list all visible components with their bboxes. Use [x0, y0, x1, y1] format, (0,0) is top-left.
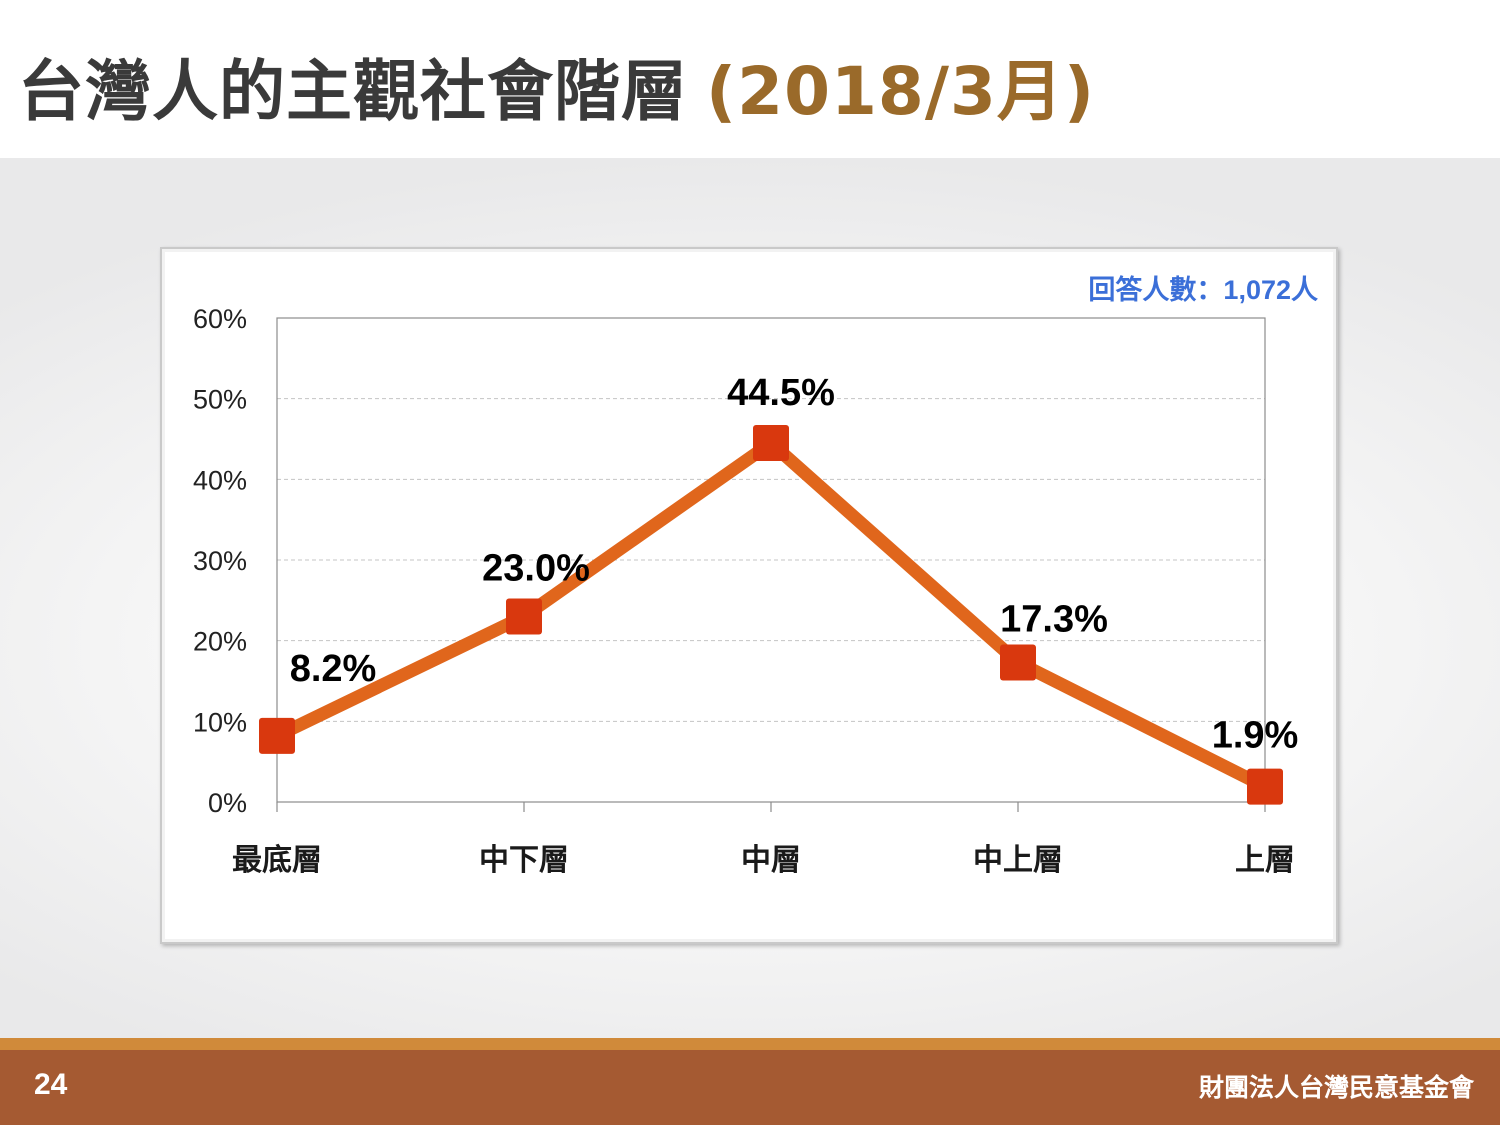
x-tick-label: 中層	[741, 843, 801, 878]
y-tick-label: 40%	[193, 465, 247, 495]
y-tick-label: 30%	[193, 546, 247, 576]
data-point-marker	[506, 598, 542, 635]
series-line	[274, 436, 1268, 793]
data-label: 1.9%	[1212, 715, 1299, 757]
chart-frame: 回答人數：1,072人 0% 10% 20% 30% 40% 50% 60% 最底層 中下層 中層…	[160, 247, 1338, 944]
page-title-date: (2018/3月)	[706, 53, 1096, 130]
data-point-marker	[1247, 768, 1283, 805]
page-number: 24	[34, 1068, 68, 1101]
axes: 0% 10% 20% 30% 40% 50% 60% 最底層 中下層 中層 中上層 上層	[193, 304, 1295, 878]
x-tick-label: 中上層	[973, 843, 1063, 878]
y-tick-label: 20%	[193, 627, 247, 657]
x-tick-label: 中下層	[479, 843, 569, 878]
gridlines	[277, 398, 1265, 722]
title-bar: 台灣人的主觀社會階層 (2018/3月)	[0, 0, 1500, 158]
organization-name: 財團法人台灣民意基金會	[1198, 1073, 1474, 1102]
data-label: 8.2%	[290, 648, 377, 690]
footer-stripe	[0, 1038, 1500, 1050]
page-title: 台灣人的主觀社會階層 (2018/3月)	[18, 38, 1095, 134]
x-tick-label: 最底層	[232, 843, 322, 878]
y-tick-label: 0%	[208, 788, 247, 818]
series	[259, 425, 1283, 805]
respondents-note: 回答人數：1,072人	[1088, 274, 1318, 305]
labels: 8.2% 23.0% 44.5% 17.3% 1.9%	[290, 372, 1299, 757]
data-label: 44.5%	[727, 372, 835, 414]
y-tick-label: 60%	[193, 304, 247, 334]
page-title-main: 台灣人的主觀社會階層	[18, 53, 688, 130]
y-tick-label: 50%	[193, 385, 247, 415]
line-chart: 回答人數：1,072人 0% 10% 20% 30% 40% 50% 60% 最底層 中下層 中層…	[193, 274, 1318, 878]
data-label: 17.3%	[1000, 598, 1108, 640]
data-point-marker	[753, 425, 789, 462]
x-tick-label: 上層	[1235, 843, 1295, 878]
y-tick-label: 10%	[193, 707, 247, 737]
footer-bar	[0, 1050, 1500, 1125]
data-label: 23.0%	[482, 547, 590, 589]
data-point-marker	[1000, 644, 1036, 681]
data-point-marker	[259, 717, 295, 754]
